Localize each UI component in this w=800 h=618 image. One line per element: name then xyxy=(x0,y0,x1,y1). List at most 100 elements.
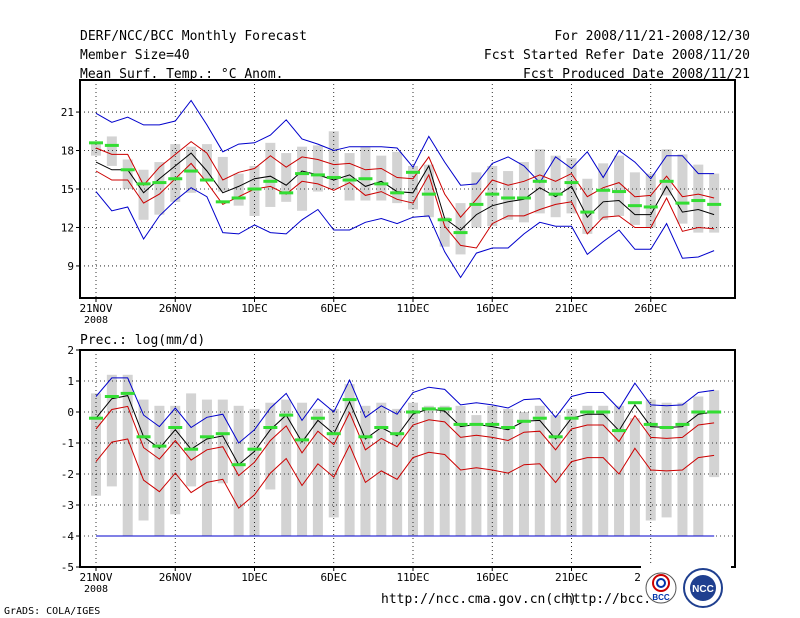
footer-url-ncc[interactable]: http://ncc.cma.gov.cn(ch) xyxy=(381,592,577,607)
temperature-panel-label: Mean Surf. Temp.: °C Anom. xyxy=(80,67,284,82)
x-tick-label: 6DEC xyxy=(321,302,348,315)
logo-area: BCC NCC xyxy=(641,566,731,614)
forecast-mark xyxy=(485,192,500,196)
grads-credit: GrADS: COLA/IGES xyxy=(4,606,101,617)
forecast-mark xyxy=(469,422,484,426)
forecast-period: For 2008/11/21-2008/12/30 xyxy=(554,29,750,44)
spread-box xyxy=(582,405,593,536)
spread-box xyxy=(693,164,704,233)
forecast-mark xyxy=(437,218,452,222)
forecast-mark xyxy=(295,438,310,442)
spread-box xyxy=(550,155,561,218)
y-tick-label: 18 xyxy=(61,145,74,158)
y-tick-label: 12 xyxy=(61,221,74,234)
forecast-mark xyxy=(152,444,167,448)
spread-box xyxy=(106,136,117,166)
forecast-mark xyxy=(707,410,722,414)
forecast-mark xyxy=(199,178,214,182)
spread-box xyxy=(312,145,323,192)
spread-box xyxy=(265,402,276,490)
forecast-mark xyxy=(374,426,389,429)
spread-box xyxy=(439,405,450,536)
forecast-mark xyxy=(596,410,611,414)
forecast-mark xyxy=(532,416,547,420)
forecast-mark xyxy=(89,416,103,420)
spread-box xyxy=(392,408,403,536)
series-mean-line xyxy=(95,395,715,466)
forecast-mark xyxy=(453,422,468,426)
y-tick-label: -5 xyxy=(61,561,74,574)
forecast-mark xyxy=(358,177,373,181)
forecast-mark xyxy=(627,401,642,405)
forecast-mark xyxy=(596,188,611,192)
spread-box xyxy=(455,203,466,255)
forecast-mark xyxy=(231,196,246,200)
series-q_lower-line xyxy=(95,162,715,249)
spread-box xyxy=(566,158,577,214)
spread-box xyxy=(661,402,672,518)
spread-box xyxy=(693,396,704,536)
spread-box xyxy=(138,399,149,521)
spread-box xyxy=(297,146,308,211)
spread-box xyxy=(408,165,418,210)
spread-box xyxy=(598,405,609,536)
forecast-mark xyxy=(580,410,595,414)
x-tick-sublabel: 2008 xyxy=(84,584,108,595)
forecast-mark xyxy=(659,179,674,183)
forecast-mark xyxy=(374,182,389,186)
forecast-mark xyxy=(406,410,420,414)
header-right: For 2008/11/21-2008/12/30 Fcst Started R… xyxy=(484,27,750,84)
forecast-mark xyxy=(485,422,500,426)
ncc-logo-icon: NCC xyxy=(683,568,723,608)
forecast-mark xyxy=(184,169,199,173)
spread-box xyxy=(455,405,466,536)
forecast-mark xyxy=(136,435,151,439)
spread-box xyxy=(534,405,545,536)
forecast-mark xyxy=(120,168,135,172)
forecast-mark xyxy=(564,416,579,420)
x-tick-sublabel: 2008 xyxy=(84,315,108,326)
forecast-mark xyxy=(390,191,405,195)
forecast-mark xyxy=(326,175,341,179)
spread-box xyxy=(582,178,593,234)
spread-box xyxy=(201,144,212,182)
spread-box xyxy=(233,173,244,206)
x-tick-label: 1DEC xyxy=(241,302,268,315)
spread-box xyxy=(281,153,292,202)
series-q-lower-line xyxy=(95,438,715,509)
spread-box xyxy=(217,399,228,484)
forecast-mark xyxy=(691,199,706,203)
footer-url-bcc[interactable]: http://bcc. xyxy=(565,592,652,607)
x-tick-label: 26NOV xyxy=(159,571,192,584)
forecast-mark xyxy=(247,447,262,451)
ncc-logo-text: NCC xyxy=(692,584,714,595)
spread-box xyxy=(376,402,387,536)
forecast-mark xyxy=(247,187,262,191)
spread-box xyxy=(550,415,561,536)
spread-box xyxy=(629,172,640,225)
forecast-mark xyxy=(279,413,294,417)
forecast-mark xyxy=(231,463,246,467)
y-tick-label: 0 xyxy=(67,406,74,419)
spread-box xyxy=(503,408,514,536)
forecast-mark xyxy=(675,422,690,426)
forecast-mark xyxy=(104,395,119,398)
spread-box xyxy=(360,405,371,536)
bcc-logo-text: BCC xyxy=(652,593,670,602)
spread-box xyxy=(249,408,260,536)
spread-box xyxy=(154,162,165,215)
x-tick-label: 26DEC xyxy=(634,302,667,315)
spread-box xyxy=(439,217,450,247)
spread-box xyxy=(614,405,625,536)
y-tick-label: -2 xyxy=(61,468,74,481)
forecast-mark xyxy=(501,196,516,200)
spread-box xyxy=(328,408,339,518)
y-tick-label: 21 xyxy=(61,106,74,119)
forecast-mark xyxy=(612,429,627,433)
y-tick-label: -1 xyxy=(61,437,74,450)
spread-box xyxy=(217,156,228,192)
spread-box xyxy=(423,164,434,218)
forecast-mark xyxy=(453,231,468,235)
